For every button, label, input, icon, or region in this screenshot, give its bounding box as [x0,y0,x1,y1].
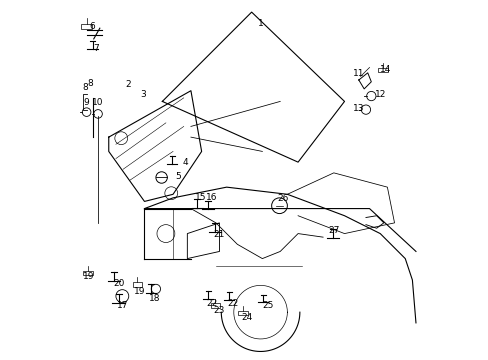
Text: 3: 3 [140,90,145,99]
Bar [81,24,92,29]
Text: 25: 25 [262,301,273,310]
Text: 22: 22 [205,299,217,308]
Text: 13: 13 [352,104,364,113]
Bar [132,282,142,287]
Text: 18: 18 [148,294,160,303]
Text: 12: 12 [374,90,385,99]
Bar [238,311,247,315]
Text: 4: 4 [183,158,188,167]
Text: 19: 19 [134,287,145,296]
Text: 1: 1 [257,19,263,28]
Text: 8: 8 [87,79,93,88]
Text: 11: 11 [352,69,364,78]
Text: 27: 27 [327,226,339,235]
Text: 17: 17 [117,301,128,310]
Bar [83,271,93,275]
Text: 10: 10 [91,98,103,107]
Text: 14: 14 [379,65,390,74]
Text: 20: 20 [113,279,124,288]
Text: 16: 16 [205,193,217,202]
Text: 23: 23 [213,306,224,315]
Text: 19: 19 [83,272,95,281]
Text: 7: 7 [93,44,99,53]
Text: 2: 2 [125,80,131,89]
Text: 9: 9 [83,98,89,107]
Bar [210,303,220,308]
Text: 21: 21 [213,230,224,239]
Text: 6: 6 [90,22,95,31]
Text: 15: 15 [195,193,206,202]
Text: 26: 26 [277,194,288,203]
Text: 5: 5 [175,172,181,181]
Text: 22: 22 [227,299,238,308]
Bar [378,68,387,72]
Text: 8: 8 [82,83,88,92]
Text: 24: 24 [241,313,252,322]
